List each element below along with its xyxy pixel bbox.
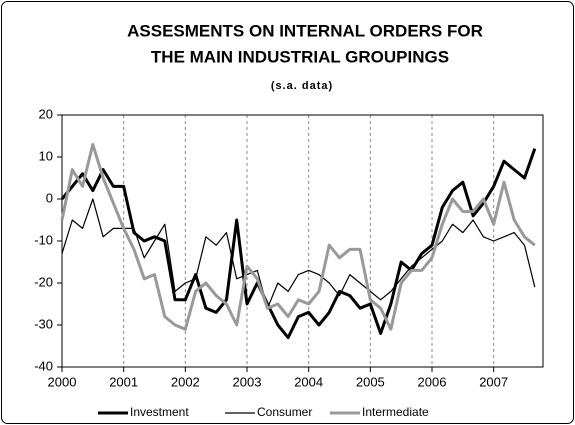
x-tick-label: 2003 <box>233 374 262 389</box>
x-tick-label: 2007 <box>479 374 508 389</box>
legend-label: Intermediate <box>362 405 429 419</box>
series-line <box>61 198 536 309</box>
chart-title: THE MAIN INDUSTRIAL GROUPINGS <box>151 47 449 66</box>
y-tick-label: -10 <box>34 232 53 247</box>
legend-label: Consumer <box>257 405 312 419</box>
series-line <box>60 142 536 331</box>
x-tick-label: 2004 <box>294 374 323 389</box>
y-tick-label: -30 <box>34 316 53 331</box>
y-tick-label: 0 <box>46 190 53 205</box>
x-tick-label: 2001 <box>109 374 138 389</box>
x-tick-label: 2006 <box>418 374 447 389</box>
plot-area <box>61 114 544 368</box>
x-tick-label: 2000 <box>48 374 77 389</box>
y-tick-label: -20 <box>34 274 53 289</box>
chart-subtitle: (s.a. data) <box>271 80 333 92</box>
y-tick-label: 10 <box>39 148 53 163</box>
chart-title: ASSESMENTS ON INTERNAL ORDERS FOR <box>127 21 483 40</box>
x-tick-label: 2005 <box>356 374 385 389</box>
y-tick-label: 20 <box>39 106 53 121</box>
legend-label: Investment <box>130 405 189 419</box>
y-tick-label: -40 <box>34 358 53 373</box>
series-line <box>60 148 537 340</box>
x-tick-label: 2002 <box>171 374 200 389</box>
